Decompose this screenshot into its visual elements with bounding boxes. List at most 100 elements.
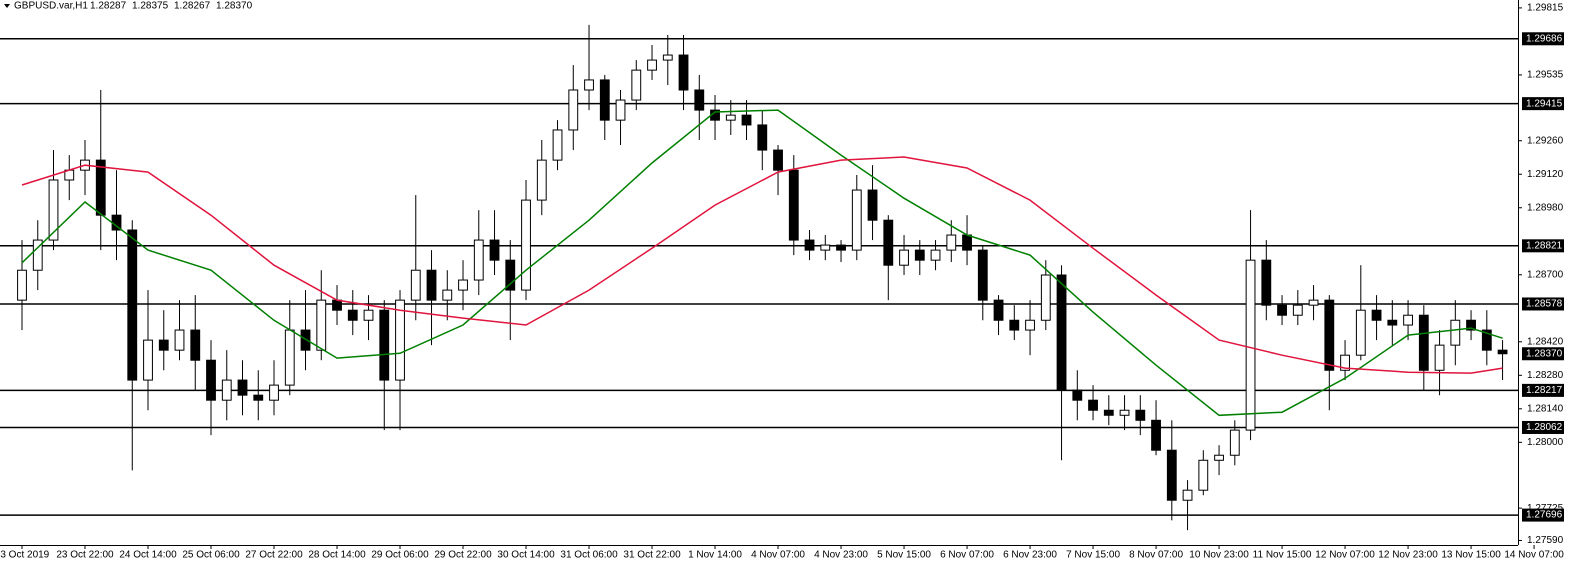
candle-body [190, 329, 201, 361]
candle-body [1198, 459, 1209, 491]
candle-body [1277, 304, 1287, 316]
candle-body [599, 79, 610, 121]
candle-body [930, 249, 941, 261]
y-tick-label: 1.29815 [1527, 3, 1564, 14]
candle-body [1387, 319, 1398, 326]
candle-body [269, 384, 279, 401]
candle-body [804, 239, 815, 251]
header-price: 1.28370 [216, 1, 253, 12]
bid-label-box [1522, 347, 1564, 361]
candle-body [300, 329, 311, 351]
candle-body [127, 229, 138, 381]
level-label-box [1522, 239, 1564, 253]
candle-body [993, 299, 1004, 321]
x-tick-label: 10 Nov 23:00 [1189, 550, 1249, 561]
level-label: 1.29686 [1526, 33, 1563, 44]
x-tick-label: 6 Nov 07:00 [940, 550, 994, 561]
x-tick-label: 25 Oct 06:00 [182, 550, 240, 561]
candle-body [1292, 304, 1303, 316]
candle-body [962, 234, 972, 251]
candle-body [836, 244, 846, 251]
candle-body [1403, 314, 1413, 326]
level-label-box [1522, 508, 1564, 522]
candle-body [426, 269, 437, 301]
menu-triangle[interactable] [4, 4, 10, 8]
candle-body [1119, 409, 1130, 416]
candle-body [977, 249, 988, 301]
header-price: 1.28267 [174, 1, 211, 12]
candle-body [662, 54, 673, 61]
candle-body [1371, 309, 1382, 321]
y-tick-label: 1.27590 [1527, 535, 1564, 546]
candle-body [1135, 409, 1146, 421]
x-tick-label: 28 Oct 14:00 [308, 550, 366, 561]
candle-body [1103, 409, 1114, 416]
candle-body [1261, 259, 1272, 306]
level-label-box [1522, 420, 1564, 434]
level-label: 1.28821 [1526, 240, 1563, 251]
candle-body [1418, 314, 1429, 371]
candle-body [1481, 329, 1492, 351]
x-tick-label: 31 Oct 06:00 [560, 550, 618, 561]
y-tick-label: 1.29120 [1527, 169, 1564, 180]
x-tick-label: 12 Nov 23:00 [1378, 550, 1438, 561]
candle-body [1072, 389, 1083, 401]
x-tick-label: 4 Nov 07:00 [751, 550, 805, 561]
candle-body [788, 169, 799, 241]
candle-body [458, 279, 468, 291]
y-tick-label: 1.28980 [1527, 202, 1564, 213]
candle-body [1151, 419, 1161, 451]
candle-body [1434, 344, 1445, 371]
y-tick-label: 1.29260 [1527, 135, 1564, 146]
candle-body [48, 179, 59, 241]
x-tick-label: 23 Oct 22:00 [56, 550, 114, 561]
candle-body [867, 189, 878, 221]
candle-body [1340, 354, 1350, 371]
candle-body [206, 359, 216, 401]
y-tick-label: 1.29535 [1527, 70, 1564, 81]
x-tick-label: 13 Nov 15:00 [1441, 550, 1501, 561]
symbol-label: GBPUSD.var,H1 [14, 1, 88, 12]
level-label-box [1522, 383, 1564, 397]
candle-body [1355, 309, 1366, 356]
candle-body [757, 124, 768, 151]
candle-body [410, 269, 421, 301]
candle-body [1450, 319, 1461, 346]
x-tick-label: 29 Oct 22:00 [434, 550, 492, 561]
candle-body [332, 299, 342, 311]
candle-body [914, 249, 925, 261]
candle-body [1088, 399, 1098, 411]
candle-body [379, 309, 390, 381]
candle-body [694, 89, 705, 111]
level-label-box [1522, 297, 1564, 311]
x-tick-label: 14 Nov 07:00 [1504, 550, 1564, 561]
candle-body [17, 269, 27, 301]
candle-body [678, 54, 689, 91]
candle-body [1497, 349, 1508, 355]
candle-body [773, 149, 783, 171]
y-tick-label: 1.28420 [1527, 336, 1564, 347]
candle-body [95, 159, 106, 216]
candle-body [174, 329, 185, 351]
candle-body [1166, 449, 1177, 501]
level-label-box [1522, 97, 1564, 111]
candle-body [741, 114, 752, 126]
candle-body [489, 239, 500, 261]
x-tick-label: 4 Nov 23:00 [814, 550, 868, 561]
candle-body [946, 234, 957, 251]
level-label: 1.28578 [1526, 299, 1563, 310]
candle-body [32, 239, 43, 271]
candle-body [316, 299, 327, 351]
x-tick-label: 11 Nov 15:00 [1253, 550, 1312, 561]
candle-body [647, 59, 657, 71]
candle-body [584, 79, 594, 91]
candle-body [473, 239, 484, 281]
candle-body [158, 339, 169, 351]
candle-body [1245, 259, 1256, 431]
x-tick-label: 5 Nov 15:00 [877, 550, 931, 561]
candle-body [1229, 429, 1240, 456]
x-tick-label: 23 Oct 2019 [0, 550, 50, 561]
candle-body [1308, 299, 1319, 306]
candle-body [284, 329, 295, 386]
candle-body [568, 89, 579, 131]
